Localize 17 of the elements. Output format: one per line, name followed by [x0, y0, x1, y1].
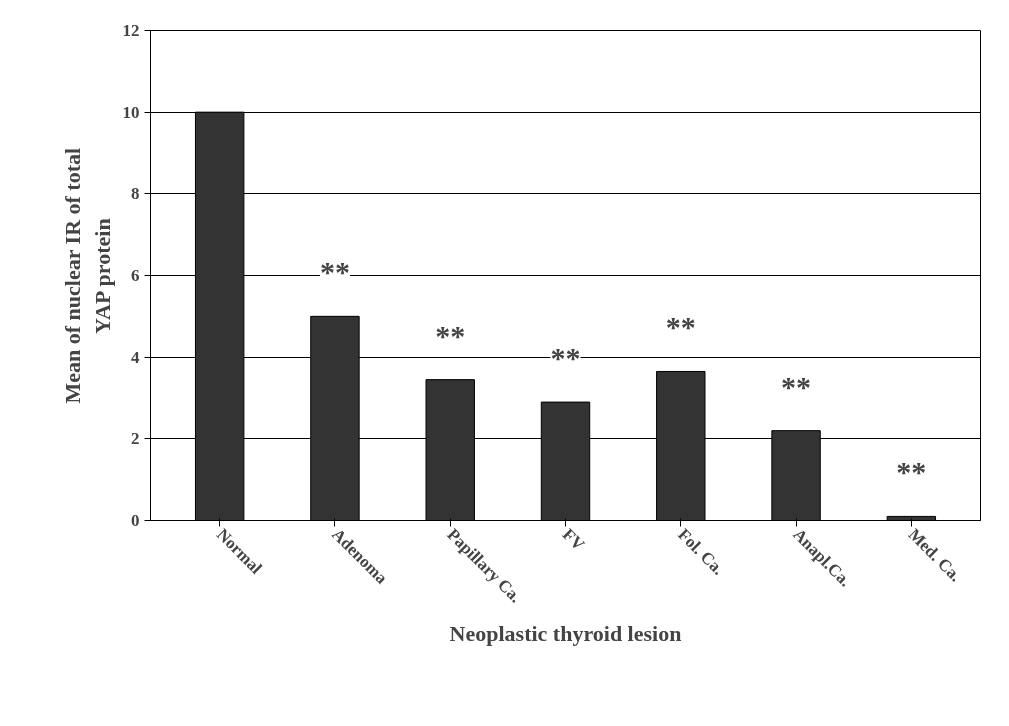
- annotation: **: [435, 318, 466, 352]
- x-tick-label: Fol. Ca.: [674, 524, 728, 579]
- annotation: **: [896, 455, 927, 489]
- y-tick-label: 0: [131, 511, 140, 530]
- annotation: **: [319, 255, 350, 289]
- y-tick-label: 2: [131, 429, 140, 449]
- y-tick-label: 12: [122, 21, 140, 40]
- y-tick-label: 6: [131, 266, 140, 285]
- y-tick-label: 4: [131, 347, 140, 367]
- annotation: **: [550, 341, 581, 375]
- y-tick-label: 10: [122, 102, 140, 122]
- x-axis-title: Neoplastic thyroid lesion: [449, 621, 682, 647]
- annotation: **: [665, 310, 696, 344]
- y-tick-label: 8: [131, 184, 140, 204]
- annotation: **: [781, 369, 812, 403]
- y-axis-title: Mean of nuclear IR of total YAP protein: [59, 147, 115, 404]
- x-tick-label: FV: [558, 524, 589, 555]
